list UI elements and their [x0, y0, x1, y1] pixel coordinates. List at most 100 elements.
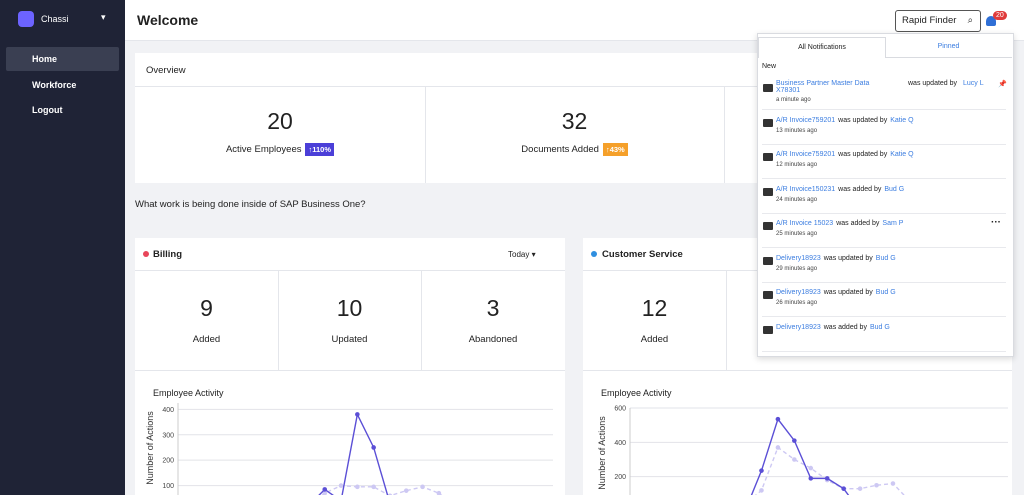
stat-label: Added — [192, 334, 221, 345]
action: was updated by — [838, 116, 888, 124]
stat-value: 9 — [200, 295, 213, 321]
user-link: Lucy L — [963, 80, 984, 87]
data-point — [775, 445, 781, 450]
chart: Employee Activity Number of Actions 100 200… — [145, 388, 553, 495]
y-tick-label: 300 — [162, 432, 174, 439]
logo — [18, 11, 34, 27]
timestamp: 12 minutes ago — [776, 162, 818, 168]
notification-text: Delivery18923 was added by Bud G — [776, 324, 996, 331]
data-point — [322, 487, 328, 492]
stat-label: Updated — [331, 334, 368, 345]
data-point — [808, 465, 814, 471]
icon — [763, 222, 773, 230]
data-point — [808, 476, 814, 481]
chart-title: Employee Activity — [601, 388, 672, 398]
data-point — [792, 457, 797, 462]
data-point — [371, 445, 376, 450]
action: was added by — [836, 220, 880, 227]
overview-title: Overview — [146, 65, 186, 76]
data-point — [841, 486, 846, 491]
document-link: Delivery18923 — [776, 254, 821, 262]
card-title: Customer Service — [602, 249, 683, 260]
document-link: Delivery18923 — [776, 323, 821, 331]
filter-text: Today — [508, 250, 530, 259]
search[interactable]: Rapid Finder ⌕ — [895, 10, 981, 32]
y-axis-label: Number of Actions — [145, 411, 155, 485]
data-point — [759, 488, 764, 493]
action: was added by — [838, 185, 882, 193]
page-title: Welcome — [137, 12, 199, 28]
document-link: A/R Invoice759201 — [776, 116, 836, 124]
action: was updated by — [823, 254, 873, 262]
user-link: Sam P — [882, 220, 904, 227]
menu-item[interactable]: Logout — [32, 105, 63, 115]
data-point — [890, 481, 896, 486]
document-link: A/R Invoice759201 — [776, 151, 836, 158]
notification-item[interactable]: A/R Invoice759201 was updated by Katie Q 12… — [762, 144, 1006, 179]
data-point — [824, 476, 830, 481]
card-title: Billing — [153, 249, 183, 260]
icon — [763, 187, 773, 196]
stat-label: Documents Added — [521, 144, 599, 155]
user-link: Katie Q — [890, 151, 914, 158]
menu-item[interactable]: Workforce — [32, 80, 77, 90]
question: What work is being done inside of SAP Bu… — [135, 199, 366, 210]
data-point — [857, 486, 863, 491]
stat-label: Active Employees — [225, 144, 302, 155]
tab[interactable]: Pinned — [885, 37, 1012, 58]
more: ··· — [991, 217, 1001, 228]
series-line — [321, 484, 443, 495]
series-line — [750, 417, 850, 495]
menu-item[interactable]: Home — [6, 47, 119, 71]
timestamp: 13 minutes ago — [776, 127, 818, 134]
data-point — [371, 484, 376, 490]
notification-item[interactable]: Delivery18923 was updated by Bud G 29 minut… — [762, 248, 1006, 283]
notification-text: Delivery18923 was updated by Bud G — [776, 255, 996, 262]
data-point — [792, 438, 797, 443]
y-tick-label: 400 — [162, 407, 174, 414]
data-point — [874, 482, 879, 488]
notification-item[interactable]: Delivery18923 was added by Bud G — [762, 317, 1006, 352]
y-tick-label: 100 — [162, 483, 174, 490]
icon — [763, 84, 773, 92]
data-point — [322, 490, 328, 495]
notification-item[interactable]: Business Partner Master Data X78301 was u… — [762, 75, 1007, 110]
timestamp: 24 minutes ago — [776, 196, 818, 203]
y-tick-label: 400 — [614, 440, 626, 447]
data-point — [775, 416, 781, 422]
y-axis-label: Number of Actions — [597, 416, 607, 490]
document-link: A/R Invoice 15023 — [776, 220, 834, 227]
data-point — [759, 468, 764, 473]
data-point — [355, 484, 360, 490]
tab[interactable]: All Notifications — [758, 37, 886, 58]
notification-item[interactable]: A/R Invoice759201 was updated by Katie Q 13… — [762, 110, 1006, 145]
series-line — [754, 446, 905, 495]
timestamp: 26 minutes ago — [776, 300, 818, 306]
icon — [763, 256, 773, 265]
section-title: New — [762, 63, 777, 70]
icon — [763, 325, 773, 334]
stat-change: ↑43% — [602, 143, 628, 156]
bell[interactable] — [986, 16, 996, 26]
icon — [763, 291, 773, 299]
notification-item[interactable]: Delivery18923 was updated by Bud G 26 minut… — [762, 282, 1006, 317]
action: was updated by — [908, 80, 958, 87]
brand-caret[interactable]: ▾ — [101, 12, 106, 22]
brand[interactable]: Chassi — [41, 14, 69, 24]
data-point — [403, 488, 409, 493]
search-text: Rapid Finder — [902, 15, 957, 26]
chart: Employee Activity Number of Actions 200 400… — [597, 388, 1008, 495]
notification-item[interactable]: A/R Invoice150231 was added by Bud G 24 min… — [762, 179, 1006, 214]
notification-text: Delivery18923 was updated by Bud G — [776, 289, 996, 296]
timestamp: 29 minutes ago — [776, 265, 818, 272]
notification-item[interactable]: A/R Invoice 15023 was added by Sam P ··· 25 … — [762, 213, 1006, 248]
notification-text: A/R Invoice759201 was updated by Katie Q — [776, 117, 996, 124]
document-link: Delivery18923 — [776, 289, 821, 296]
data-point — [338, 483, 344, 488]
stat-value: 32 — [561, 108, 588, 134]
filter[interactable]: Today ▾ — [508, 250, 536, 259]
y-tick-label: 200 — [162, 458, 174, 465]
action: was updated by — [823, 289, 873, 296]
stat-value: 10 — [336, 295, 363, 321]
